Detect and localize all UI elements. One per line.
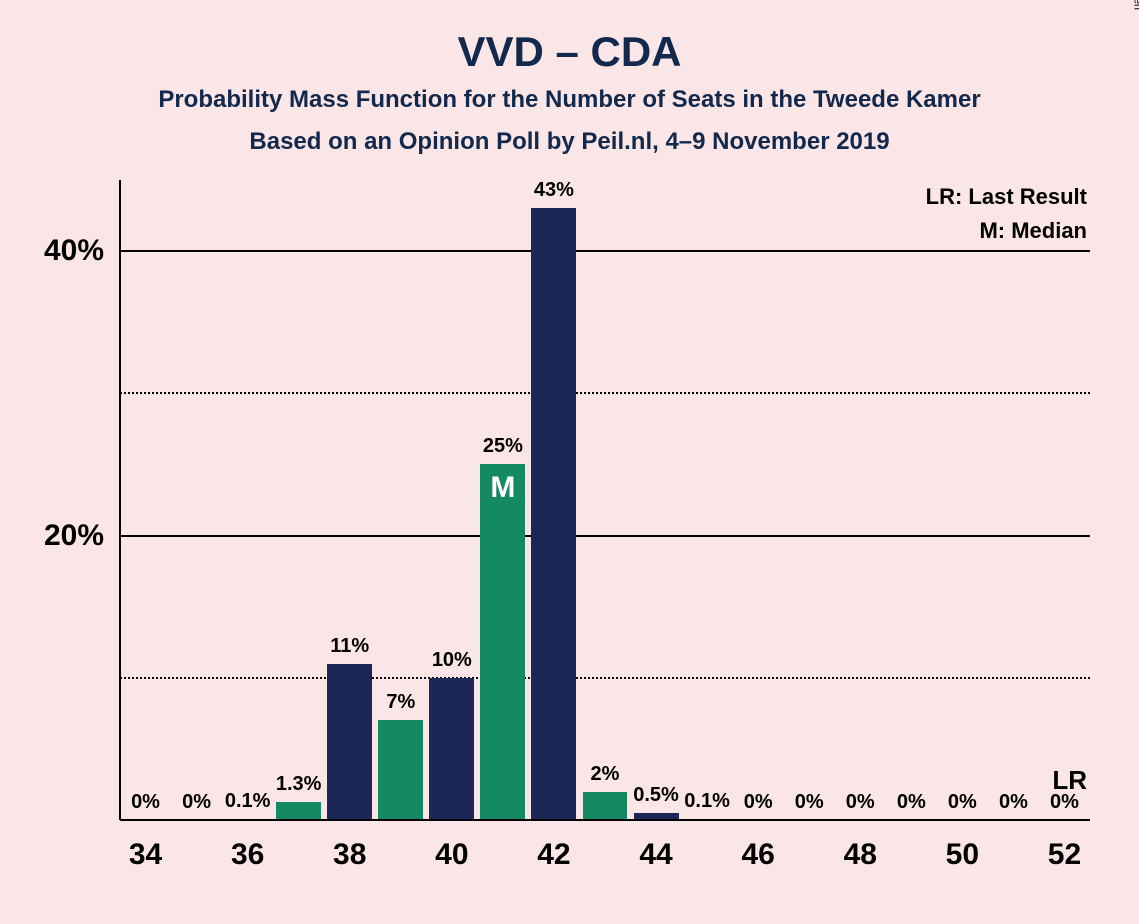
- bar-value-label: 0%: [795, 791, 824, 814]
- bar-value-label: 0%: [948, 791, 977, 814]
- bar-value-label: 10%: [432, 649, 472, 672]
- bar-value-label: 0%: [1050, 791, 1079, 814]
- bar: [378, 720, 423, 820]
- x-tick-label: 48: [844, 838, 877, 872]
- bar: [327, 664, 372, 820]
- x-tick-label: 38: [333, 838, 366, 872]
- x-tick-label: 42: [537, 838, 570, 872]
- bar-value-label: 7%: [386, 691, 415, 714]
- x-tick-label: 46: [741, 838, 774, 872]
- bar: [480, 464, 525, 820]
- bar-value-label: 0%: [182, 791, 211, 814]
- bar-value-label: 43%: [534, 179, 574, 202]
- bar: [276, 802, 321, 820]
- gridline-major: [120, 250, 1090, 252]
- bar-value-label: 2%: [591, 763, 620, 786]
- chart-subtitle-2: Based on an Opinion Poll by Peil.nl, 4–9…: [0, 128, 1139, 156]
- plot-area: 20%40%0%0%0.1%1.3%11%7%10%25%M43%2%0.5%0…: [120, 180, 1090, 820]
- x-tick-label: 50: [946, 838, 979, 872]
- x-tick-label: 44: [639, 838, 672, 872]
- bar: [429, 678, 474, 820]
- x-axis: [120, 819, 1090, 821]
- bar-value-label: 0%: [744, 791, 773, 814]
- bar: [583, 792, 628, 820]
- y-tick-label: 40%: [24, 234, 104, 268]
- bar-value-label: 0.5%: [633, 784, 679, 807]
- x-tick-label: 34: [129, 838, 162, 872]
- gridline-major: [120, 535, 1090, 537]
- chart-title: VVD – CDA: [0, 28, 1139, 76]
- median-marker: M: [490, 471, 515, 505]
- bar-value-label: 0%: [131, 791, 160, 814]
- y-axis: [119, 180, 121, 820]
- bar-value-label: 25%: [483, 435, 523, 458]
- bar-value-label: 0.1%: [225, 790, 271, 813]
- bar-value-label: 11%: [330, 635, 369, 658]
- x-tick-label: 52: [1048, 838, 1081, 872]
- bar-value-label: 0%: [897, 791, 926, 814]
- bar-value-label: 0%: [999, 791, 1028, 814]
- bar: [531, 208, 576, 820]
- y-tick-label: 20%: [24, 519, 104, 553]
- chart-subtitle-1: Probability Mass Function for the Number…: [0, 86, 1139, 114]
- x-tick-label: 40: [435, 838, 468, 872]
- copyright-text: © 2020 Filip van Laenen: [1131, 0, 1139, 10]
- gridline-minor: [120, 392, 1090, 394]
- bar-value-label: 0.1%: [684, 790, 730, 813]
- x-tick-label: 36: [231, 838, 264, 872]
- gridline-minor: [120, 677, 1090, 679]
- bar-value-label: 1.3%: [276, 773, 322, 796]
- bar-value-label: 0%: [846, 791, 875, 814]
- chart-canvas: © 2020 Filip van Laenen VVD – CDA Probab…: [0, 0, 1139, 924]
